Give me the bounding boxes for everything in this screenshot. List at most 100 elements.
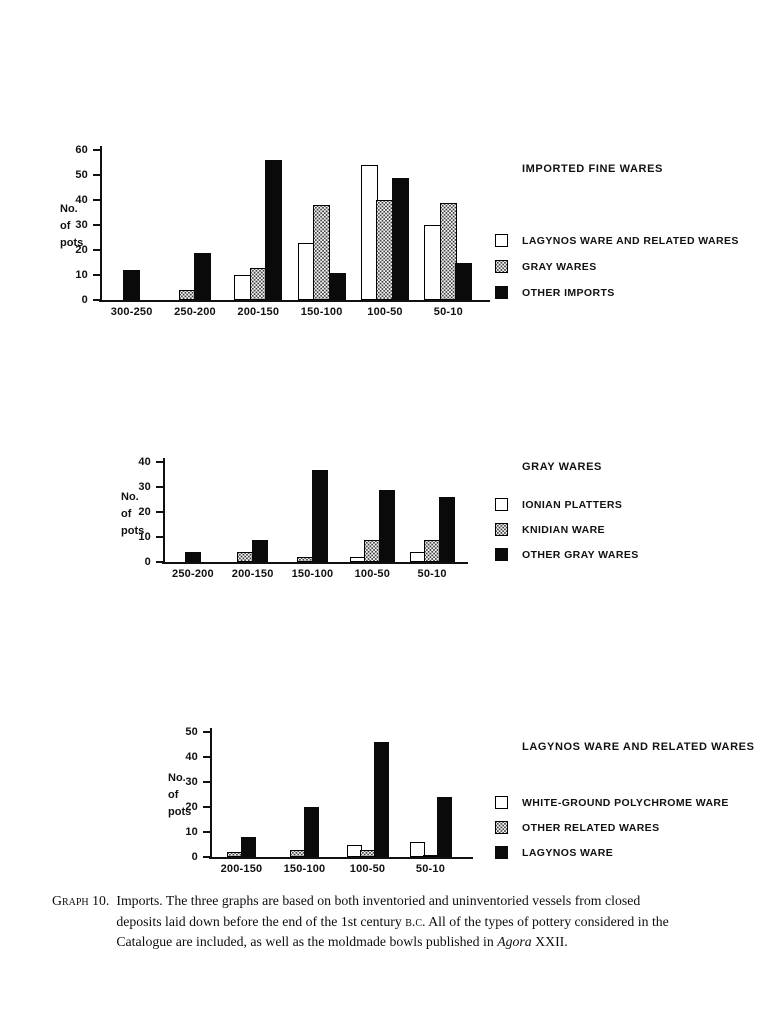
caption-text-1: Imports. The three graphs are based on b…	[116, 893, 641, 929]
bar-group-200-150	[227, 150, 290, 300]
y-tick	[203, 731, 210, 733]
legend-swatch-white	[495, 796, 508, 809]
y-tick	[93, 224, 100, 226]
bar	[438, 497, 455, 562]
bar	[376, 200, 394, 300]
y-tick	[156, 461, 163, 463]
y-tick	[203, 856, 210, 858]
bar	[424, 225, 442, 300]
bar	[313, 205, 331, 300]
bar	[455, 262, 473, 300]
y-tick-label: 20	[75, 244, 88, 256]
legend-swatch-stipple	[495, 523, 508, 536]
y-tick	[156, 511, 163, 513]
chart-title: GRAY WARES	[522, 461, 602, 473]
y-axis-label: No. of pots	[60, 201, 83, 252]
bar-group-200-150	[223, 462, 283, 562]
figure-caption: Graph 10. Imports. The three graphs are …	[52, 891, 670, 953]
x-category-label: 250-200	[174, 306, 216, 318]
bar	[234, 275, 252, 300]
y-tick-label: 40	[75, 194, 88, 206]
x-category-label: 50-10	[417, 568, 447, 580]
y-tick-label: 0	[81, 294, 88, 306]
y-tick-label: 20	[185, 801, 198, 813]
y-tick-label: 20	[138, 506, 151, 518]
x-category-label: 250-200	[172, 568, 214, 580]
bar	[303, 807, 319, 857]
x-axis	[162, 562, 468, 564]
bar-group-50-10	[399, 732, 462, 857]
y-tick	[93, 174, 100, 176]
bar	[265, 160, 283, 300]
y-tick-label: 50	[185, 726, 198, 738]
caption-smallcaps-bc: b.c.	[405, 913, 426, 929]
y-tick-label: 0	[191, 851, 198, 863]
bar	[439, 202, 457, 300]
legend-label: WHITE-GROUND POLYCHROME WARE	[522, 797, 729, 809]
y-tick-label: 10	[75, 269, 88, 281]
y-axis-label: No. of pots	[121, 489, 144, 540]
bar	[378, 489, 395, 562]
y-axis-label-line: pots	[60, 237, 84, 249]
bar-group-250-200	[163, 150, 226, 300]
x-category-label: 100-50	[367, 306, 403, 318]
chart-title: IMPORTED FINE WARES	[522, 163, 663, 175]
bar-group-100-50	[336, 732, 399, 857]
y-axis-label-line: No.	[168, 772, 186, 784]
bar	[328, 272, 346, 300]
legend-swatch-black	[495, 286, 508, 299]
x-axis	[99, 300, 490, 302]
bar	[311, 469, 328, 562]
y-tick-label: 10	[185, 826, 198, 838]
x-category-label: 150-100	[300, 306, 343, 318]
legend-label: LAGYNOS WARE AND RELATED WARES	[522, 235, 739, 247]
x-category-label: 300-250	[110, 306, 153, 318]
y-tick-label: 0	[144, 556, 151, 568]
y-tick	[156, 536, 163, 538]
y-axis	[210, 728, 212, 859]
x-category-label: 200-150	[220, 863, 263, 875]
y-tick	[156, 561, 163, 563]
bar	[297, 242, 315, 300]
y-tick-label: 50	[75, 169, 88, 181]
y-tick	[203, 831, 210, 833]
bar	[364, 539, 381, 562]
y-axis-label-line: No.	[121, 491, 139, 503]
x-category-label: 200-150	[231, 568, 274, 580]
bar-group-200-150	[210, 732, 273, 857]
caption-text-2: All of the types of pottery considered i…	[116, 913, 669, 950]
bar	[360, 165, 378, 300]
legend-swatch-white	[495, 498, 508, 511]
y-tick-label: 30	[75, 219, 88, 231]
legend-swatch-stipple	[495, 260, 508, 273]
x-category-label: 100-50	[354, 568, 391, 580]
bar-group-50-10	[402, 462, 462, 562]
y-tick-label: 40	[138, 456, 151, 468]
bar-group-150-100	[273, 732, 336, 857]
legend-swatch-white	[495, 234, 508, 247]
bar	[123, 270, 141, 300]
y-tick	[203, 756, 210, 758]
x-category-label: 50-10	[433, 306, 463, 318]
y-axis	[163, 458, 165, 564]
caption-text-3: XXII.	[531, 934, 568, 949]
bar-group-150-100	[283, 462, 343, 562]
bar-group-50-10	[417, 150, 480, 300]
caption-italic-agora: Agora	[497, 934, 532, 949]
bar	[178, 290, 196, 300]
legend-swatch-black	[495, 846, 508, 859]
y-axis-label-line: of	[121, 508, 132, 520]
bar-group-100-50	[353, 150, 416, 300]
y-tick	[93, 149, 100, 151]
legend-swatch-stipple	[495, 821, 508, 834]
y-tick-label: 30	[185, 776, 198, 788]
y-axis-label-line: No.	[60, 203, 78, 215]
bar	[391, 177, 409, 300]
bar	[409, 842, 425, 857]
y-tick	[203, 781, 210, 783]
y-axis-label: No. of pots	[168, 770, 191, 821]
bar	[240, 837, 256, 857]
y-tick	[93, 199, 100, 201]
legend-label: LAGYNOS WARE	[522, 847, 614, 859]
